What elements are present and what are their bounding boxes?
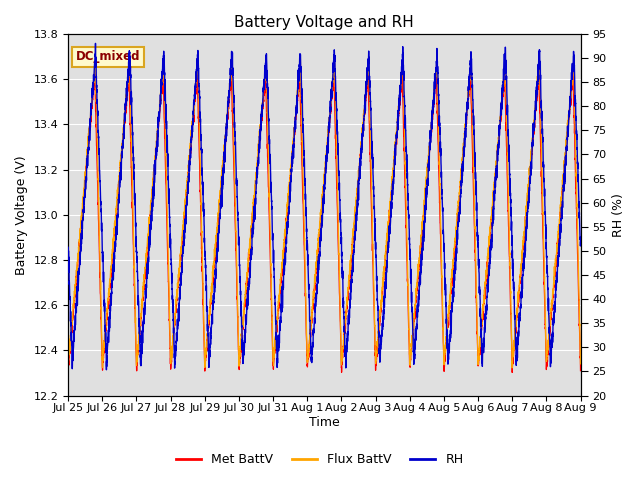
X-axis label: Time: Time (309, 416, 340, 429)
Legend: Met BattV, Flux BattV, RH: Met BattV, Flux BattV, RH (172, 448, 468, 471)
Y-axis label: Battery Voltage (V): Battery Voltage (V) (15, 155, 28, 275)
Title: Battery Voltage and RH: Battery Voltage and RH (234, 15, 414, 30)
Y-axis label: RH (%): RH (%) (612, 193, 625, 237)
Text: DC_mixed: DC_mixed (76, 50, 140, 63)
